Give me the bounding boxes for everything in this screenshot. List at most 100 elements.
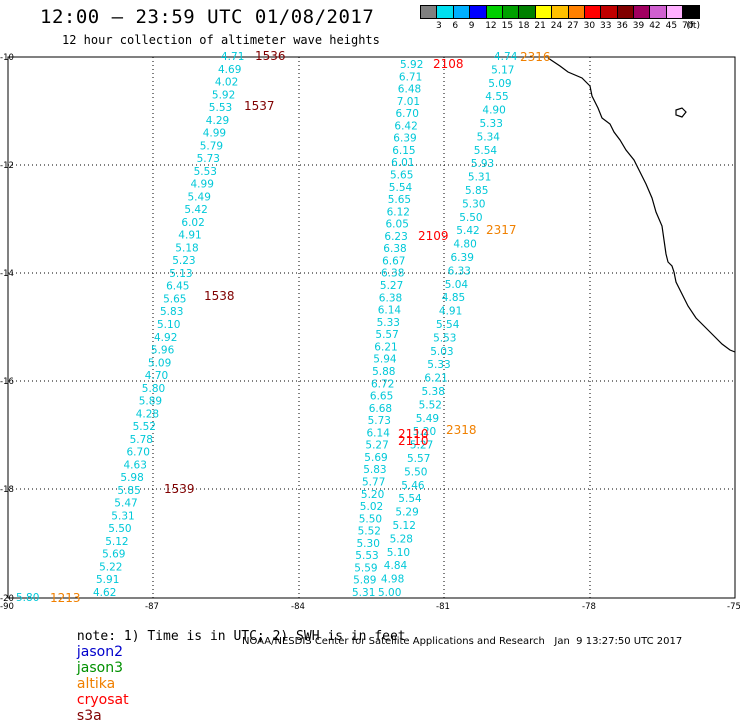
wave-height-value: 5.50 <box>359 513 382 525</box>
wave-height-value: 5.23 <box>172 255 195 267</box>
wave-height-value: 5.30 <box>357 538 380 550</box>
x-tick-label: -90 <box>0 602 14 612</box>
wave-height-value: 5.59 <box>354 562 377 574</box>
wave-height-value: 4.55 <box>485 91 508 103</box>
pass-label: 2108 <box>433 57 464 71</box>
wave-height-value: 6.68 <box>369 403 392 415</box>
footer-note: note: 1) Time is in UTC; 2) SWH is in fe… <box>68 612 418 724</box>
pass-label: 1213 <box>50 591 81 605</box>
wave-height-value: 6.42 <box>394 120 417 132</box>
wave-height-value: 5.27 <box>380 280 403 292</box>
wave-height-value: 5.85 <box>117 485 140 497</box>
wave-height-value: 6.14 <box>367 427 391 439</box>
wave-height-value: 5.17 <box>491 64 514 76</box>
track-altika-2316: 4.745.175.094.554.905.335.345.545.935.31… <box>378 51 518 599</box>
wave-height-value: 5.27 <box>365 440 388 452</box>
wave-height-value: 5.09 <box>488 78 511 90</box>
wave-height-value: 4.28 <box>136 408 159 420</box>
wave-height-value: 5.53 <box>355 550 378 562</box>
legend-label: 18 <box>518 21 530 31</box>
wave-height-value: 5.83 <box>160 306 183 318</box>
wave-height-value: 4.29 <box>206 115 229 127</box>
wave-height-value: 5.27 <box>410 440 433 452</box>
wave-height-value: 6.38 <box>379 292 402 304</box>
wave-height-value: 6.14 <box>378 305 402 317</box>
legend-label: 36 <box>616 21 628 31</box>
wave-height-value: 5.69 <box>364 452 387 464</box>
wave-height-value: 5.13 <box>169 268 192 280</box>
pass-label: 2317 <box>486 223 517 237</box>
edge-wave-value: 5.80 <box>16 592 39 604</box>
wave-height-value: 6.70 <box>396 108 419 120</box>
note-text: note: 1) Time is in UTC; 2) SWH is in fe… <box>76 629 406 644</box>
wave-height-value: 4.91 <box>178 230 201 242</box>
x-tick-label: -84 <box>291 602 305 612</box>
wave-height-value: 5.42 <box>184 204 207 216</box>
wave-height-value: 5.79 <box>200 140 223 152</box>
wave-height-value: 5.49 <box>416 413 439 425</box>
wave-height-value: 4.84 <box>384 560 408 572</box>
wave-height-value: 5.89 <box>353 575 376 587</box>
wave-height-value: 6.21 <box>374 341 397 353</box>
wave-height-value: 5.03 <box>430 346 453 358</box>
legend-label: 45 <box>665 21 678 31</box>
y-tick-label: -14 <box>0 269 14 279</box>
wave-height-value: 6.72 <box>371 378 394 390</box>
pass-label: 1538 <box>204 289 235 303</box>
island-outline <box>675 107 687 118</box>
y-tick-label: -18 <box>0 485 14 495</box>
wave-height-value: 4.91 <box>439 306 462 318</box>
legend-jason3: jason3 <box>76 660 124 676</box>
altimeter-map: -90 -87 -84 -81 -78 -75 -10 -12 -14 -16 -18 -20 4.7… <box>0 49 740 612</box>
map-title: 12:00 — 23:59 UTC 01/08/2017 <box>40 6 375 28</box>
wave-height-value: 5.10 <box>387 547 410 559</box>
wave-height-value: 5.53 <box>209 102 232 114</box>
coastline <box>547 57 736 353</box>
wave-height-value: 4.63 <box>124 459 147 471</box>
wave-height-value: 5.52 <box>358 526 381 538</box>
legend-label: 30 <box>583 21 596 31</box>
wave-height-value: 5.31 <box>468 172 491 184</box>
wave-height-value: 6.67 <box>382 256 405 268</box>
wave-height-value: 6.05 <box>386 219 409 231</box>
wave-height-value: 6.38 <box>383 243 406 255</box>
legend-label: 6 <box>452 21 459 31</box>
wave-height-value: 5.65 <box>390 170 413 182</box>
wave-height-value: 5.49 <box>188 191 211 203</box>
wave-height-value: 6.39 <box>451 252 474 264</box>
pass-label: 1539 <box>164 482 195 496</box>
legend-swatches <box>420 5 700 19</box>
pass-label: 1536 <box>255 49 286 63</box>
wave-height-value: 5.02 <box>360 501 383 513</box>
wave-height-value: 5.88 <box>372 366 395 378</box>
wave-height-value: 5.57 <box>407 453 430 465</box>
wave-height-value: 6.45 <box>166 281 189 293</box>
wave-height-value: 4.85 <box>442 292 465 304</box>
wave-height-value: 6.70 <box>127 447 150 459</box>
wave-height-value: 5.46 <box>401 480 425 492</box>
wave-height-value: 4.69 <box>218 64 241 76</box>
axis-ticks: -90 -87 -84 -81 -78 -75 -10 -12 -14 -16 -18 -20 <box>0 53 740 612</box>
wave-height-value: 5.80 <box>142 383 165 395</box>
wave-height-value: 6.38 <box>381 268 404 280</box>
wave-height-value: 5.33 <box>480 118 503 130</box>
y-tick-label: -10 <box>0 53 14 63</box>
wave-height-value: 5.89 <box>139 396 162 408</box>
wave-height-value: 5.93 <box>471 158 494 170</box>
wave-height-value: 6.12 <box>387 206 410 218</box>
wave-height-value: 5.65 <box>163 294 186 306</box>
legend-cryosat: cryosat <box>76 692 129 708</box>
wave-height-value: 5.53 <box>433 332 456 344</box>
legend-label: 21 <box>534 21 546 31</box>
wave-height-value: 5.34 <box>477 131 501 143</box>
legend-label: 70 <box>682 21 694 31</box>
wave-height-value: 6.02 <box>181 217 204 229</box>
wave-height-value: 4.98 <box>381 574 404 586</box>
wave-height-value: 5.38 <box>422 386 445 398</box>
wave-height-value: 5.69 <box>102 549 125 561</box>
wave-height-value: 5.52 <box>419 399 442 411</box>
x-tick-label: -87 <box>145 602 159 612</box>
legend-label: 27 <box>567 21 579 31</box>
wave-height-value: 5.54 <box>474 145 498 157</box>
